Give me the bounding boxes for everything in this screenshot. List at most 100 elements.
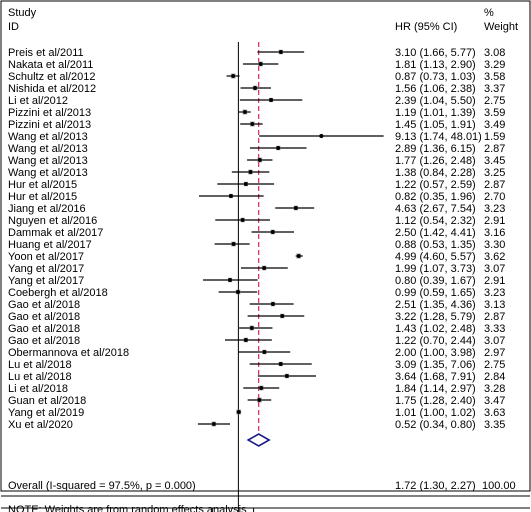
point-estimate: [269, 98, 274, 102]
point-estimate: [253, 86, 258, 90]
point-estimate: [257, 398, 262, 402]
weight-box: [257, 157, 263, 163]
study-weight: 2.87: [484, 143, 505, 155]
study-weight: 3.45: [484, 155, 505, 167]
study-label: Nishida et al/2012: [8, 83, 96, 95]
overall-weight: 100.00: [482, 480, 516, 492]
study-hr: 1.38 (0.84, 2.28): [395, 167, 476, 179]
grid-layer: [237, 42, 260, 508]
study-weight: 3.07: [484, 263, 505, 275]
x-axis: [1, 495, 530, 512]
study-hr: 4.63 (2.67, 7.54): [395, 203, 476, 215]
study-weight: 3.63: [484, 407, 505, 419]
study-hr: 1.99 (1.07, 3.73): [395, 263, 476, 275]
study-weight: 3.13: [484, 299, 505, 311]
study-weight: 2.70: [484, 191, 505, 203]
overall-label: Overall (I-squared = 97.5%, p = 0.000): [8, 480, 196, 492]
study-label: Huang et al/2017: [8, 239, 92, 251]
study-label: Jiang et al/2016: [8, 203, 86, 215]
study-hr: 4.99 (4.60, 5.57): [395, 251, 476, 263]
study-hr: 9.13 (1.74, 48.01): [395, 131, 482, 143]
study-label: Dammak et al/2017: [8, 227, 103, 239]
weight-box: [211, 421, 217, 427]
study-label: Wang et al/2013: [8, 143, 88, 155]
study-weight: 3.59: [484, 107, 505, 119]
study-hr: 2.00 (1.00, 3.98): [395, 347, 476, 359]
point-estimate: [231, 74, 236, 78]
study-hr: 1.19 (1.01, 1.39): [395, 107, 476, 119]
study-weight: 2.97: [484, 347, 505, 359]
study-label: Nakata et al/2011: [8, 59, 93, 71]
study-hr: 3.64 (1.68, 7.91): [395, 371, 476, 383]
point-estimate: [228, 194, 233, 198]
study-label: Nguyen et al/2016: [8, 215, 97, 227]
study-label: Gao et al/2018: [8, 335, 80, 347]
point-estimate: [270, 302, 275, 306]
study-weight: 3.49: [484, 119, 505, 131]
study-label: Lu et al/2018: [8, 359, 72, 371]
study-hr: 1.12 (0.54, 2.32): [395, 215, 476, 227]
point-estimate: [319, 134, 324, 138]
study-weight: 2.91: [484, 275, 505, 287]
study-weight: 3.62: [484, 251, 505, 263]
study-hr: 2.39 (1.04, 5.50): [395, 95, 476, 107]
header-hr: HR (95% CI): [395, 21, 457, 33]
point-estimate: [293, 206, 298, 210]
study-weight: 2.75: [484, 95, 505, 107]
study-hr: 1.84 (1.14, 2.97): [395, 383, 476, 395]
study-weight: 3.23: [484, 287, 505, 299]
point-estimate: [262, 350, 267, 354]
weight-box: [257, 397, 262, 403]
study-hr: 3.22 (1.28, 5.79): [395, 311, 476, 323]
study-label: Schultz et al/2012: [8, 71, 95, 83]
study-hr: 0.52 (0.34, 0.80): [395, 419, 476, 431]
study-weight: 3.07: [484, 335, 505, 347]
weight-box: [242, 109, 248, 115]
study-weight: 3.33: [484, 323, 505, 335]
plot-frame: [0, 0, 531, 492]
point-estimate: [248, 170, 253, 174]
study-hr: 1.01 (1.00, 1.02): [395, 407, 476, 419]
point-estimate: [280, 314, 285, 318]
study-hr: 2.50 (1.42, 4.41): [395, 227, 476, 239]
study-hr: 2.89 (1.36, 6.15): [395, 143, 476, 155]
study-hr: 1.43 (1.02, 2.48): [395, 323, 476, 335]
study-label: Obermannova et al/2018: [8, 347, 129, 359]
point-estimate: [228, 278, 233, 282]
study-label: Gao et al/2018: [8, 323, 80, 335]
study-weight: 3.58: [484, 71, 505, 83]
header-percent: %: [484, 7, 494, 19]
point-estimate: [236, 410, 241, 414]
point-estimate: [250, 122, 255, 126]
point-estimate: [257, 158, 262, 162]
weight-box: [296, 253, 302, 259]
point-estimate: [231, 242, 236, 246]
weight-box: [230, 73, 236, 79]
study-hr: 0.88 (0.53, 1.35): [395, 239, 476, 251]
study-weight: 2.87: [484, 311, 505, 323]
study-hr: 1.77 (1.26, 2.48): [395, 155, 476, 167]
header-weight: Weight: [484, 21, 518, 33]
study-weight: 2.91: [484, 215, 505, 227]
study-hr: 1.22 (0.57, 2.59): [395, 179, 476, 191]
header-study: Study: [8, 7, 37, 19]
header-id: ID: [8, 21, 19, 33]
study-weight: 3.29: [484, 59, 505, 71]
study-label: Gao et al/2018: [8, 299, 80, 311]
study-hr: 3.10 (1.66, 5.77): [395, 47, 476, 59]
study-weight: 3.23: [484, 203, 505, 215]
study-weight: 2.84: [484, 371, 505, 383]
study-weight: 2.87: [484, 179, 505, 191]
study-hr: 3.09 (1.35, 7.06): [395, 359, 476, 371]
study-weight: 3.37: [484, 83, 505, 95]
study-hr: 0.82 (0.35, 1.96): [395, 191, 476, 203]
study-weight: 3.35: [484, 419, 505, 431]
study-label: Yang et al/2019: [8, 407, 84, 419]
study-label: Li et al/2018: [8, 383, 68, 395]
study-label: Coebergh et al/2018: [8, 287, 108, 299]
point-estimate: [240, 218, 245, 222]
study-label: Gao et al/2018: [8, 311, 80, 323]
point-estimate: [258, 62, 263, 66]
study-label: Xu et al/2020: [8, 419, 73, 431]
